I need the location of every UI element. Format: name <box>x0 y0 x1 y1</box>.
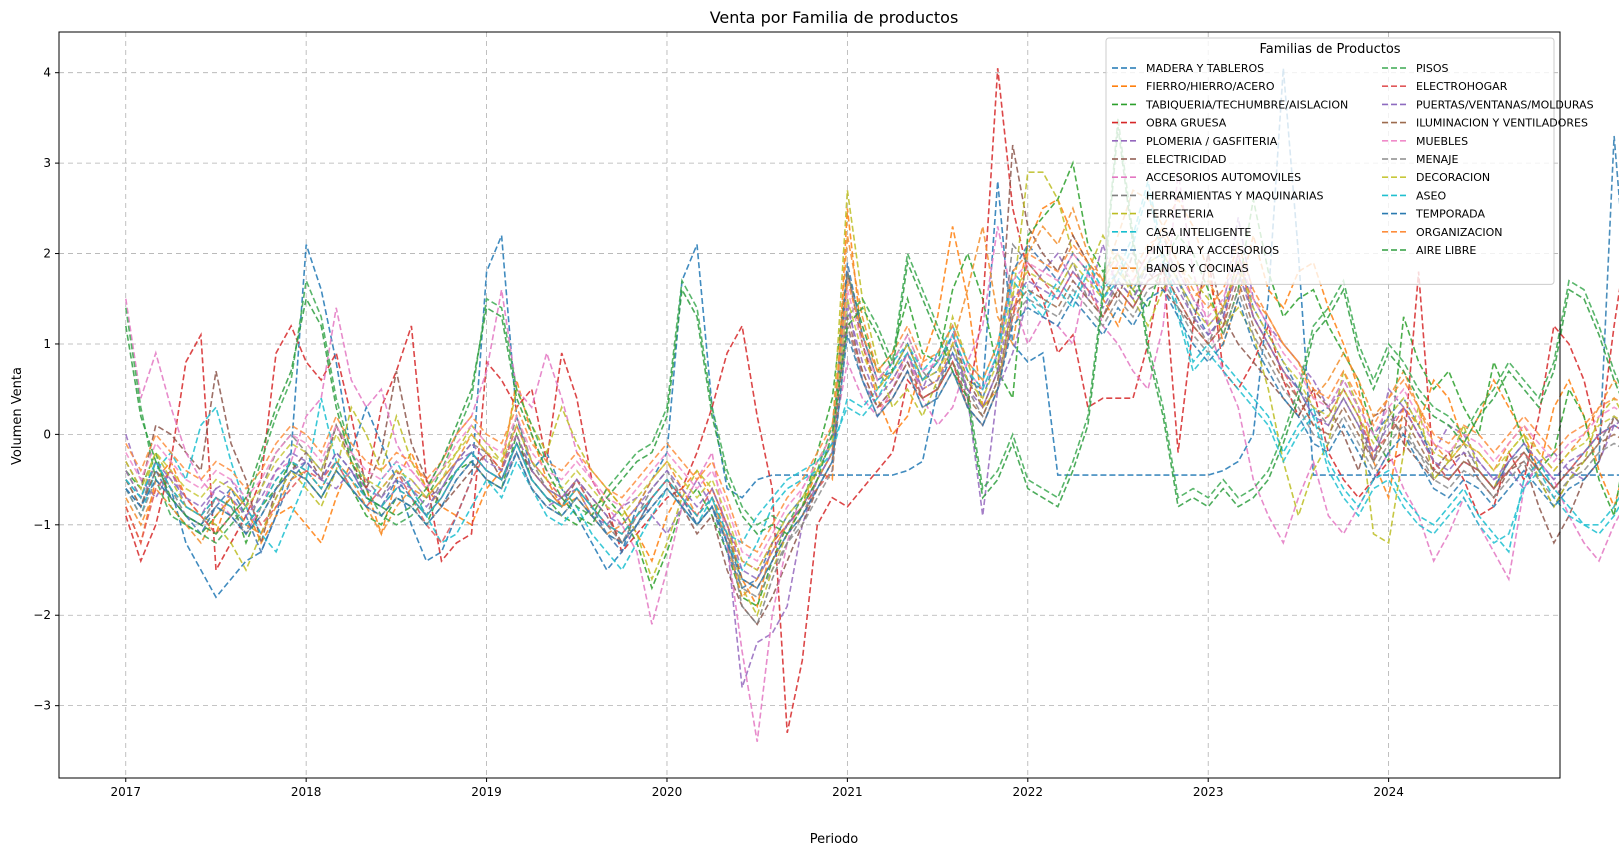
legend-label: MUEBLES <box>1416 135 1468 148</box>
legend-label: ILUMINACION Y VENTILADORES <box>1416 117 1588 130</box>
series-layer <box>125 68 1619 742</box>
y-tick-label: 1 <box>43 337 51 351</box>
x-tick-label: 2023 <box>1193 785 1224 799</box>
series-line <box>125 68 1619 733</box>
series-line <box>125 171 1619 618</box>
legend-box <box>1105 37 1555 285</box>
legend-label: ORGANIZACION <box>1416 226 1503 239</box>
series-line <box>125 270 1619 590</box>
legend-label: AIRE LIBRE <box>1416 244 1476 257</box>
x-tick-label: 2021 <box>832 785 863 799</box>
legend-label: ACCESORIOS AUTOMOVILES <box>1146 171 1301 184</box>
series-line <box>125 144 1619 626</box>
series-line <box>125 117 1619 544</box>
y-tick-label: 4 <box>43 66 51 80</box>
legend-label: ELECTRICIDAD <box>1146 153 1227 166</box>
legend-label: ELECTROHOGAR <box>1416 80 1508 93</box>
legend-label: TABIQUERIA/TECHUMBRE/AISLACION <box>1145 98 1348 111</box>
series-line <box>125 68 1619 599</box>
series-line <box>125 252 1619 572</box>
series-line <box>125 233 1619 626</box>
legend-label: DECORACION <box>1416 171 1490 184</box>
x-axis-title: Periodo <box>810 832 859 847</box>
legend-label: MENAJE <box>1416 153 1458 166</box>
y-tick-label: 3 <box>43 156 51 170</box>
y-tick-label: −1 <box>33 518 51 532</box>
x-tick-label: 2020 <box>652 785 683 799</box>
plot-frame <box>58 31 1561 779</box>
y-tick-label: −2 <box>33 608 51 622</box>
series-line <box>125 234 1619 554</box>
y-tick-label: 2 <box>43 247 51 261</box>
series-line <box>125 279 1619 599</box>
series-line <box>125 126 1619 536</box>
series-line <box>125 217 1619 688</box>
legend-title: Familias de Productos <box>1259 42 1400 57</box>
tick-layer: 2017 2018 2019 2020 2021 2022 2023 2024 −3 −2 −1 0 1… <box>33 66 1404 799</box>
x-tick-label: 2019 <box>471 785 502 799</box>
legend: Familias de Productos MADERA Y TABLEROS F… <box>1105 37 1594 285</box>
legend-label: ASEO <box>1416 189 1446 202</box>
y-axis-title: Volumen Venta <box>10 367 25 465</box>
series-line <box>125 261 1619 581</box>
chart-title: Venta por Familia de productos <box>710 8 959 27</box>
x-tick-label: 2017 <box>110 785 141 799</box>
legend-label: PINTURA Y ACCESORIOS <box>1146 244 1279 257</box>
x-tick-label: 2018 <box>291 785 322 799</box>
y-tick-label: 0 <box>43 427 51 441</box>
legend-label: PLOMERIA / GASFITERIA <box>1146 135 1278 148</box>
x-tick-label: 2024 <box>1373 785 1404 799</box>
legend-label: OBRA GRUESA <box>1146 117 1227 130</box>
y-tick-label: −3 <box>33 699 51 713</box>
legend-label: MADERA Y TABLEROS <box>1146 62 1264 75</box>
legend-label: PUERTAS/VENTANAS/MOLDURAS <box>1416 98 1594 111</box>
legend-label: FIERRO/HIERRO/ACERO <box>1146 80 1275 93</box>
legend-label: PISOS <box>1416 62 1449 75</box>
legend-label: BANOS Y COCINAS <box>1146 262 1249 275</box>
legend-label: HERRAMIENTAS Y MAQUINARIAS <box>1146 189 1324 202</box>
x-tick-label: 2022 <box>1013 785 1044 799</box>
legend-label: CASA INTELIGENTE <box>1146 226 1251 239</box>
series-line <box>125 189 1619 545</box>
legend-label: TEMPORADA <box>1415 208 1485 221</box>
series-line <box>125 135 1619 590</box>
legend-items: MADERA Y TABLEROS FIERRO/HIERRO/ACERO TABI… <box>1112 62 1594 275</box>
legend-label: FERRETERIA <box>1146 208 1214 221</box>
